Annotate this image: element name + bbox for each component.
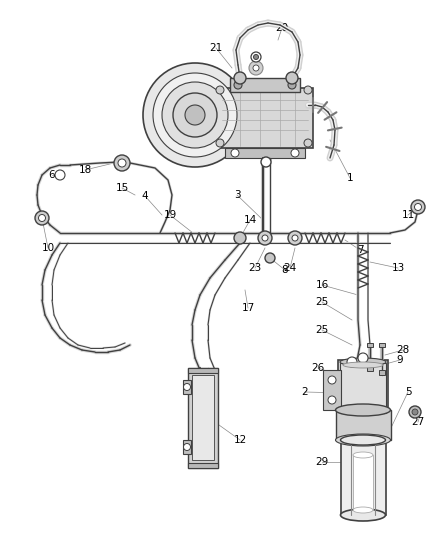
Circle shape [184,443,191,450]
Circle shape [409,406,421,418]
Text: 21: 21 [209,43,223,53]
Text: 2: 2 [302,387,308,397]
Circle shape [347,357,357,367]
Circle shape [216,139,224,147]
Circle shape [234,72,246,84]
Text: 6: 6 [275,150,281,160]
Text: 20: 20 [276,23,289,33]
Text: 1: 1 [347,173,353,183]
Ellipse shape [353,507,373,513]
Ellipse shape [340,435,385,445]
Text: 5: 5 [405,387,411,397]
Text: 23: 23 [248,263,261,273]
Circle shape [184,384,191,391]
Ellipse shape [353,452,373,458]
Circle shape [153,73,237,157]
Bar [188,368,218,468]
Circle shape [288,231,302,245]
Bar [336,410,391,440]
Circle shape [288,81,296,89]
Text: 15: 15 [115,183,129,193]
Circle shape [414,204,421,211]
Circle shape [304,139,312,147]
Circle shape [39,214,46,222]
Text: 29: 29 [315,457,328,467]
Circle shape [234,81,242,89]
Bar [367,343,373,347]
Bar [218,88,313,148]
Ellipse shape [340,358,386,366]
Circle shape [262,235,268,241]
Circle shape [258,231,272,245]
Circle shape [286,72,298,84]
Text: 11: 11 [401,210,415,220]
Bar [323,370,341,410]
Circle shape [265,253,275,263]
Bar [367,366,373,371]
Circle shape [292,235,298,241]
Text: 18: 18 [78,165,92,175]
Text: 28: 28 [396,345,410,355]
Circle shape [254,54,258,60]
Circle shape [118,159,126,167]
Bar [230,78,300,92]
Text: 10: 10 [42,243,55,253]
Text: 27: 27 [411,417,424,427]
Bar [188,368,218,373]
Circle shape [328,376,336,384]
Bar [379,343,385,347]
Circle shape [162,82,228,148]
Circle shape [216,86,224,94]
Circle shape [358,353,368,363]
Text: 16: 16 [315,280,328,290]
Text: 9: 9 [397,355,403,365]
Circle shape [55,170,65,180]
Text: 25: 25 [315,325,328,335]
Text: 12: 12 [233,435,247,445]
Text: 25: 25 [315,297,328,307]
Circle shape [411,200,425,214]
Circle shape [114,155,130,171]
Ellipse shape [336,434,391,446]
Circle shape [328,396,336,404]
Circle shape [291,149,299,157]
Text: 3: 3 [234,190,240,200]
Text: 6: 6 [49,170,55,180]
Circle shape [249,61,263,75]
Circle shape [143,63,247,167]
Bar [183,440,191,454]
Circle shape [251,52,261,62]
Circle shape [304,86,312,94]
Circle shape [231,149,239,157]
Bar [341,440,386,515]
Text: 13: 13 [392,263,405,273]
Bar [379,370,385,375]
Circle shape [35,211,49,225]
Bar [353,455,373,510]
Text: 4: 4 [141,191,148,201]
Text: 7: 7 [357,245,363,255]
Ellipse shape [336,404,391,416]
Bar [192,375,214,460]
Bar [338,360,388,415]
Circle shape [234,232,246,244]
Text: 17: 17 [241,303,254,313]
Text: 8: 8 [282,265,288,275]
Text: 26: 26 [311,363,325,373]
Bar [183,380,191,394]
Ellipse shape [340,509,385,521]
Circle shape [253,65,259,71]
Circle shape [412,409,418,415]
Circle shape [173,93,217,137]
Text: 14: 14 [244,215,257,225]
Circle shape [185,105,205,125]
Text: 24: 24 [283,263,297,273]
Bar [188,463,218,468]
Circle shape [261,157,271,167]
Bar [340,363,386,413]
Bar [225,148,305,158]
Ellipse shape [343,362,383,368]
Text: 19: 19 [163,210,177,220]
